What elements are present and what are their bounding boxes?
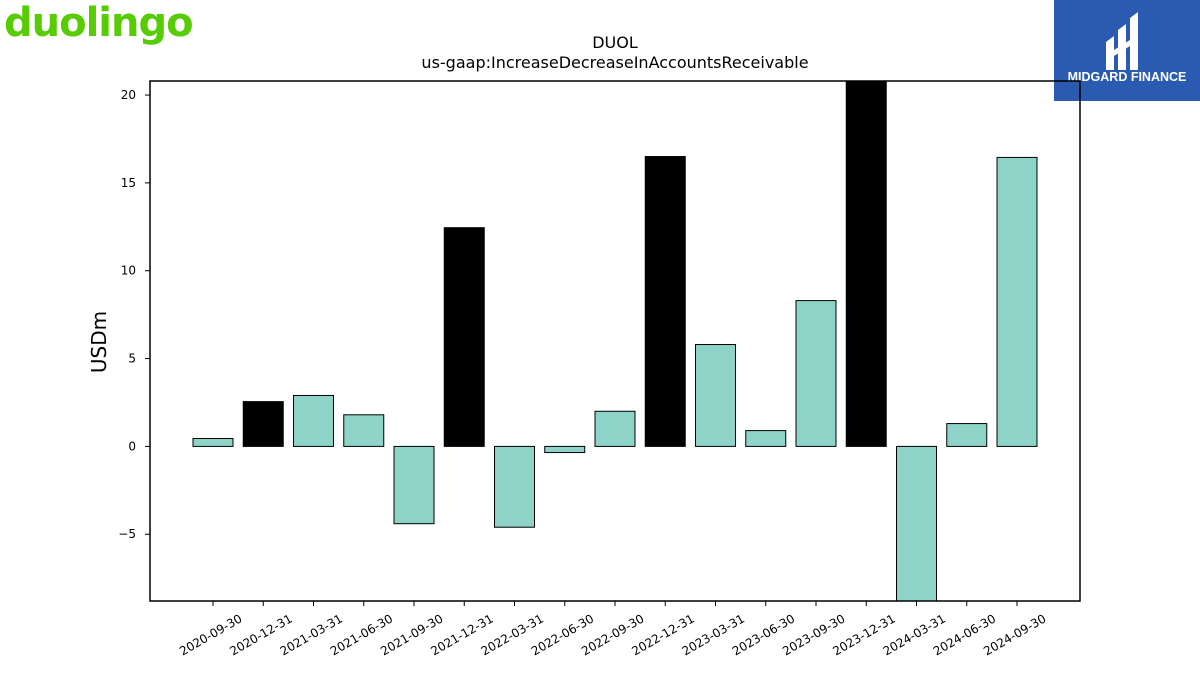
bar-2023-12-31 bbox=[845, 80, 887, 447]
duolingo-logo: duolingo bbox=[4, 0, 194, 46]
bar-2020-09-30 bbox=[192, 438, 234, 447]
bar-2024-03-31 bbox=[896, 445, 937, 602]
bar-2023-06-30 bbox=[745, 430, 787, 447]
midgard-logo-background bbox=[1054, 0, 1200, 101]
y-axis-label: USDm bbox=[87, 311, 111, 373]
y-tick-label: 5 bbox=[128, 352, 136, 366]
midgard-finance-logo: MIDGARD FINANCE bbox=[1054, 0, 1200, 101]
bar-2021-06-30 bbox=[343, 414, 385, 447]
bar-2022-09-30 bbox=[594, 410, 636, 447]
bars-group bbox=[192, 80, 1038, 602]
bar-2021-12-31 bbox=[443, 227, 485, 447]
x-axis-ticks: 2020-09-302020-12-312021-03-312021-06-30… bbox=[177, 601, 1049, 658]
plot-frame bbox=[149, 80, 1081, 602]
chart-title: DUOL bbox=[592, 33, 638, 52]
bar-2024-06-30 bbox=[946, 423, 988, 447]
bar-2023-03-31 bbox=[695, 344, 736, 447]
y-tick-label: 0 bbox=[128, 439, 136, 453]
y-tick-label: 15 bbox=[121, 176, 136, 190]
bar-2023-09-30 bbox=[795, 300, 837, 447]
y-axis-ticks: −5 0 5 10 15 20 bbox=[118, 88, 150, 541]
bar-2020-12-31 bbox=[242, 401, 284, 447]
midgard-logo-text: MIDGARD FINANCE bbox=[1068, 70, 1187, 84]
midgard-mark-icon bbox=[1106, 12, 1138, 70]
y-tick-label: 10 bbox=[121, 264, 136, 278]
chart-subtitle: us-gaap:IncreaseDecreaseInAccountsReceiv… bbox=[421, 53, 808, 72]
bar-2022-06-30 bbox=[544, 445, 586, 454]
bar-2021-03-31 bbox=[293, 394, 334, 447]
y-tick-label: −5 bbox=[118, 527, 136, 541]
bar-2024-09-30 bbox=[996, 156, 1038, 447]
y-tick-label: 20 bbox=[121, 88, 136, 102]
bar-2022-12-31 bbox=[644, 156, 686, 447]
bar-2021-09-30 bbox=[393, 445, 435, 525]
bar-2022-03-31 bbox=[494, 445, 535, 528]
